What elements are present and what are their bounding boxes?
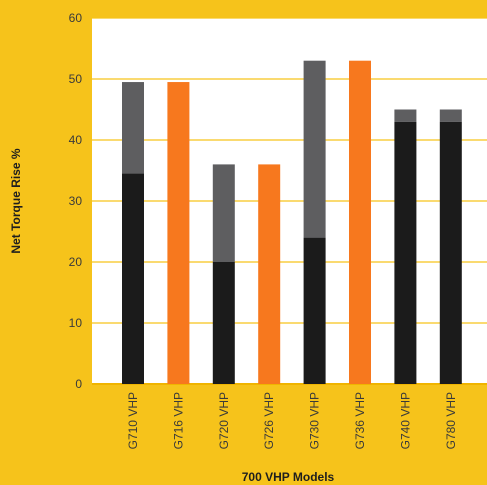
y-tick-label: 30 — [69, 194, 83, 208]
bar-segment — [303, 237, 326, 384]
y-axis-title: Net Torque Rise % — [9, 148, 23, 253]
y-tick-label: 40 — [69, 133, 83, 147]
bar-segment — [212, 262, 235, 384]
bar-segment — [303, 60, 326, 238]
x-tick-label: G710 VHP — [126, 392, 140, 449]
x-tick-label: G736 VHP — [353, 392, 367, 449]
y-tick-label: 60 — [69, 11, 83, 25]
x-tick-label: G730 VHP — [308, 392, 322, 449]
bars — [122, 60, 462, 385]
bar-segment — [439, 121, 462, 384]
x-tick-label: G716 VHP — [171, 392, 185, 449]
y-tick-label: 20 — [69, 255, 83, 269]
bar-segment — [122, 82, 144, 174]
y-axis-ticks: 0 10 20 30 40 50 60 — [69, 11, 83, 391]
y-tick-label: 10 — [69, 316, 83, 330]
x-axis-title: 700 VHP Models — [242, 470, 335, 484]
bar-segment — [167, 82, 190, 385]
x-tick-label: G780 VHP — [444, 392, 458, 449]
bar-segment — [258, 164, 281, 384]
bar-segment — [349, 60, 371, 384]
bar-segment — [122, 173, 144, 384]
bar-segment — [212, 164, 235, 262]
x-tick-label: G726 VHP — [262, 392, 276, 449]
bar-segment — [439, 109, 462, 122]
x-tick-label: G740 VHP — [398, 392, 412, 449]
x-axis-ticks: G710 VHP G716 VHP G720 VHP G726 VHP G730 VHP… — [126, 392, 458, 449]
gridlines — [92, 17, 487, 385]
bar-segment — [394, 121, 417, 384]
y-tick-label: 50 — [69, 72, 83, 86]
y-tick-label: 0 — [75, 377, 82, 391]
x-tick-label: G720 VHP — [217, 392, 231, 449]
bar-segment — [394, 109, 417, 122]
